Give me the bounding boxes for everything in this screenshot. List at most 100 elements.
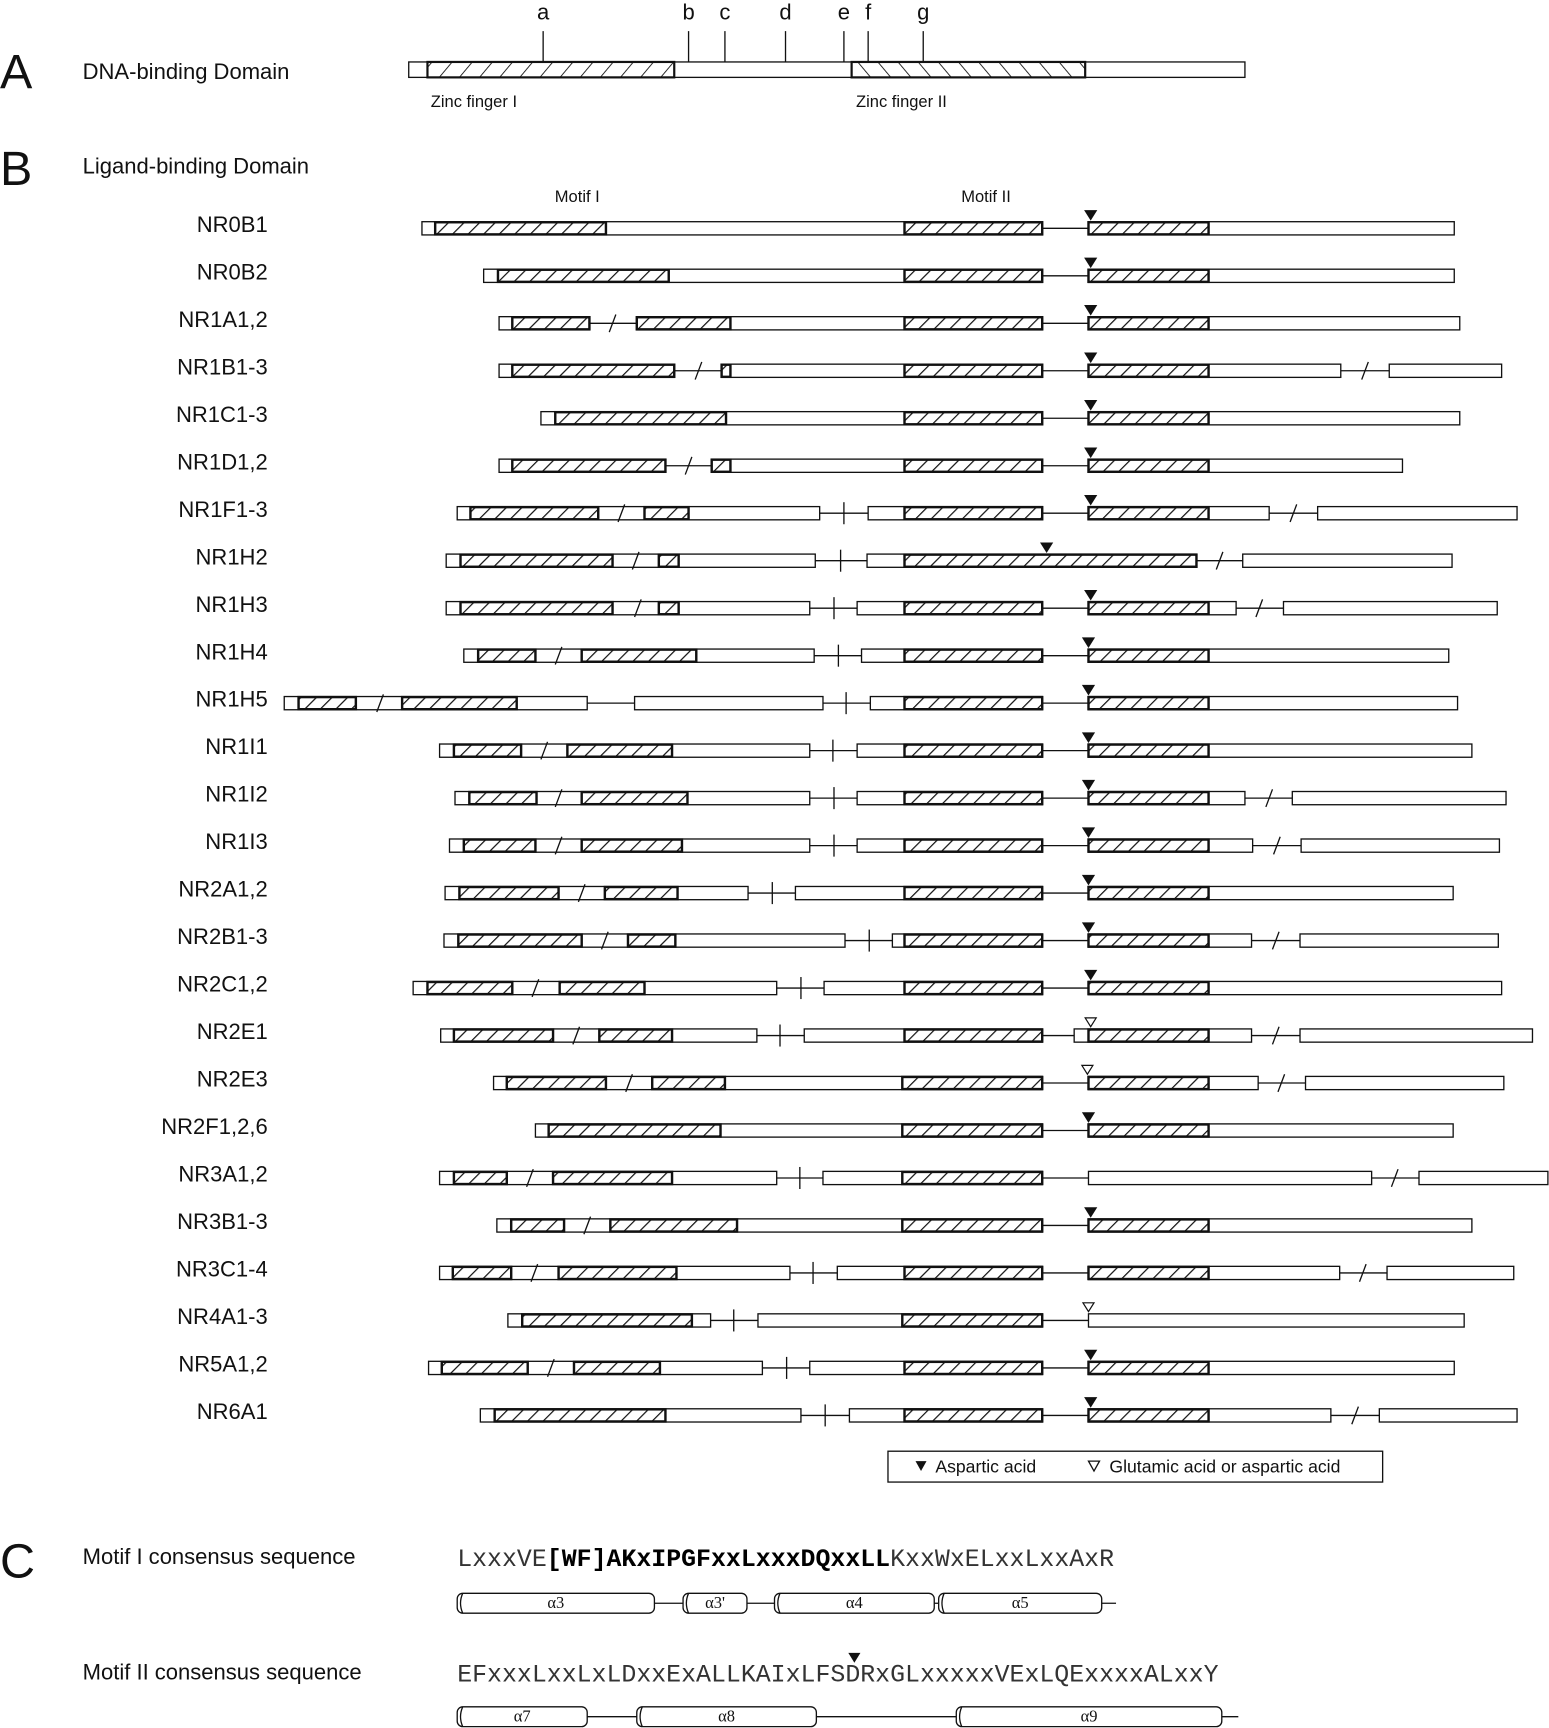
aspartic-marker xyxy=(1084,447,1098,459)
sequence: EFxxxLxxLxLDxxExALLKAIxLFSDRxGLxxxxxVExL… xyxy=(457,1661,1218,1689)
motif-block xyxy=(1087,1408,1210,1423)
motif-block xyxy=(1087,1265,1210,1281)
receptor-row: NR1F1-3 xyxy=(178,494,1518,525)
motif-block xyxy=(1087,221,1210,236)
motif-block xyxy=(1087,268,1210,284)
panel-label: B xyxy=(0,142,32,196)
motif-block xyxy=(1087,648,1210,663)
row-label: NR0B1 xyxy=(197,212,268,237)
motif-block xyxy=(557,1265,678,1281)
break-mark xyxy=(625,1073,633,1093)
row-label: NR1I3 xyxy=(205,829,267,854)
motif-block xyxy=(626,933,677,948)
motif-block xyxy=(903,410,1044,426)
motif-block xyxy=(426,980,514,996)
motif-block xyxy=(710,458,732,474)
motif-block xyxy=(903,1408,1044,1423)
legend-text: Aspartic acid xyxy=(935,1456,1036,1476)
receptor-row: NR1I1 xyxy=(205,732,1473,762)
motif-block xyxy=(400,695,518,711)
segment xyxy=(1300,838,1501,853)
aspartic-marker xyxy=(1084,210,1098,221)
break-mark xyxy=(1289,504,1298,523)
row-label: NR2B1-3 xyxy=(177,924,268,949)
row-label: NR2E3 xyxy=(197,1067,268,1092)
motif-block xyxy=(511,363,676,379)
helix-end xyxy=(639,1706,643,1727)
motif-block xyxy=(1087,1075,1210,1091)
motif-block xyxy=(511,458,667,474)
motif-block xyxy=(459,600,614,616)
receptor-row: NR6A1 xyxy=(197,1397,1518,1427)
motif-block xyxy=(566,743,674,758)
motif-block xyxy=(505,1075,608,1091)
motif-block xyxy=(452,1170,508,1186)
break-mark xyxy=(1265,789,1274,808)
motif-block xyxy=(496,268,670,284)
motif-block xyxy=(476,648,537,663)
break-mark xyxy=(554,836,563,855)
row-label: NR3C1-4 xyxy=(176,1257,268,1282)
site-label: a xyxy=(537,0,550,24)
motif-block xyxy=(903,600,1044,616)
motif-block xyxy=(901,1170,1044,1186)
break-mark xyxy=(1390,1168,1399,1188)
break-mark xyxy=(600,931,609,950)
break-mark xyxy=(572,1026,581,1045)
panel-label: C xyxy=(0,1534,35,1588)
legend-marker xyxy=(915,1461,927,1472)
receptor-row: NR1I2 xyxy=(205,779,1507,810)
aspartic-marker xyxy=(1084,589,1098,601)
motif-block xyxy=(903,1028,1044,1043)
break-mark xyxy=(1215,551,1224,570)
motif-block xyxy=(493,1408,667,1423)
aspartic-marker xyxy=(1084,1207,1098,1218)
motif-block xyxy=(903,363,1044,379)
motif-block xyxy=(572,1360,662,1376)
motif-block xyxy=(635,316,732,331)
helix xyxy=(456,1706,588,1728)
helix xyxy=(682,1592,748,1614)
receptor-row: NR1A1,2 xyxy=(178,305,1461,333)
segment xyxy=(1388,363,1503,379)
break-mark xyxy=(1271,1026,1280,1045)
glutamic-marker xyxy=(1084,1017,1098,1028)
helix-end xyxy=(958,1706,963,1727)
row-label: NR1F1-3 xyxy=(178,497,267,522)
motif-block xyxy=(903,316,1044,331)
row-label: NR6A1 xyxy=(197,1399,268,1424)
receptor-row: NR3C1-4 xyxy=(176,1257,1515,1284)
row-label: NR3B1-3 xyxy=(177,1209,268,1234)
row-label: NR0B2 xyxy=(197,259,268,284)
break-mark xyxy=(633,599,642,618)
break-mark xyxy=(694,361,703,380)
motif-block xyxy=(1087,410,1210,426)
motif-block xyxy=(297,695,358,711)
helix-label: α3 xyxy=(547,1593,564,1612)
segment xyxy=(1087,1170,1373,1186)
glutamic-marker xyxy=(1080,1064,1094,1076)
segment xyxy=(633,695,824,711)
aspartic-marker xyxy=(1084,494,1098,506)
motif-block xyxy=(457,933,583,948)
motif-block xyxy=(903,743,1044,758)
motif-block xyxy=(1087,980,1210,996)
motif-block xyxy=(903,790,1044,806)
sequence-part: KxxWxELxxLxxAxR xyxy=(890,1546,1114,1574)
motif-block xyxy=(603,885,679,901)
helix-label: α4 xyxy=(846,1593,863,1612)
row-label: NR2F1,2,6 xyxy=(161,1114,267,1139)
receptor-row: NR1H5 xyxy=(196,684,1459,715)
helix xyxy=(456,1592,656,1614)
motif-block xyxy=(903,553,1198,568)
break-mark xyxy=(1361,361,1369,380)
sequence-part: LxxxVE xyxy=(457,1546,547,1574)
row-label: NR3A1,2 xyxy=(178,1162,267,1187)
aspartic-marker xyxy=(1081,684,1096,696)
row-label: NR2E1 xyxy=(197,1019,268,1044)
motif-block xyxy=(903,458,1044,474)
motif-block xyxy=(720,363,732,379)
motif-block xyxy=(468,790,538,806)
